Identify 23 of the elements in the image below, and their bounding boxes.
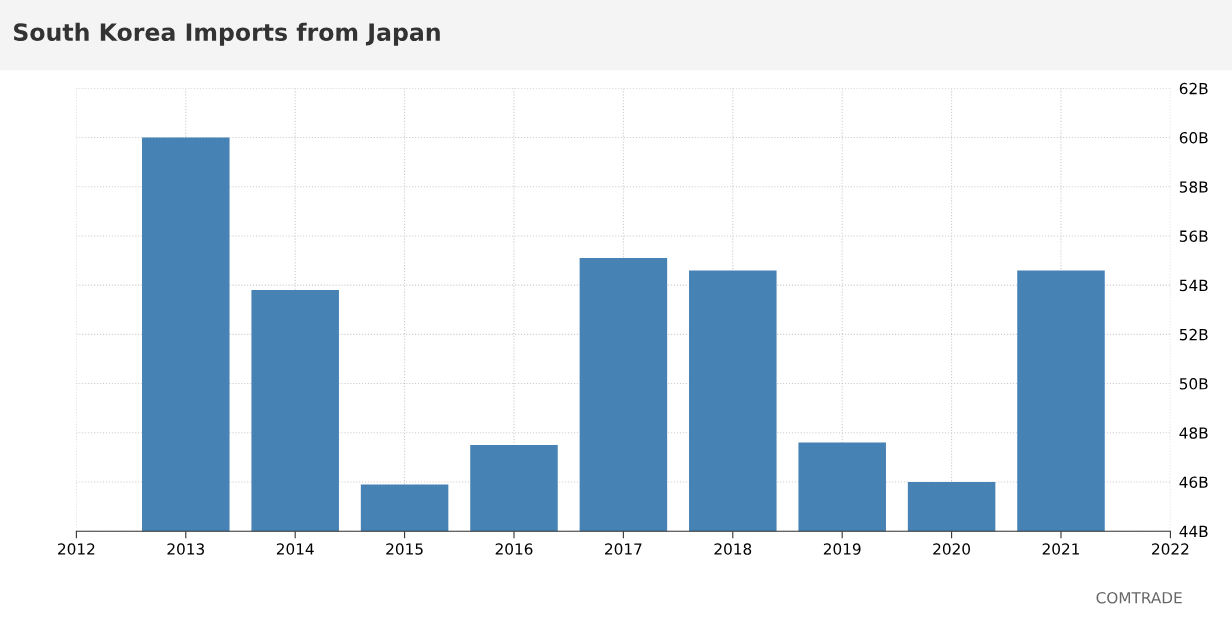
x-tick-label: 2015 xyxy=(386,543,423,555)
x-tick-label: 2017 xyxy=(605,543,642,555)
chart-title: South Korea Imports from Japan xyxy=(14,22,440,46)
y-tick-label: 58B xyxy=(1179,181,1208,193)
x-tick-label: 2018 xyxy=(714,543,752,555)
y-tick-label: 46B xyxy=(1179,476,1208,488)
x-tick-label: 2012 xyxy=(58,543,95,555)
x-tick-label: 2022 xyxy=(1152,543,1189,555)
x-tick-label: 2016 xyxy=(495,543,533,555)
y-tick-label: 54B xyxy=(1179,279,1208,292)
x-tick-label: 2019 xyxy=(823,543,861,555)
x-tick-label: 2021 xyxy=(1042,543,1080,555)
y-tick-label: 62B xyxy=(1179,82,1208,95)
y-tick-label: 48B xyxy=(1179,427,1208,439)
x-tick-label: 2013 xyxy=(167,543,204,555)
y-tick-label: 52B xyxy=(1179,328,1208,341)
y-tick-label: 44B xyxy=(1179,525,1208,537)
x-tick-label: 2014 xyxy=(276,543,314,555)
y-tick-label: 60B xyxy=(1179,132,1208,144)
y-tick-label: 56B xyxy=(1179,230,1208,242)
x-tick-label: 2020 xyxy=(933,543,971,555)
y-tick-label: 50B xyxy=(1179,378,1208,390)
text: COMTRADE xyxy=(1096,591,1182,604)
